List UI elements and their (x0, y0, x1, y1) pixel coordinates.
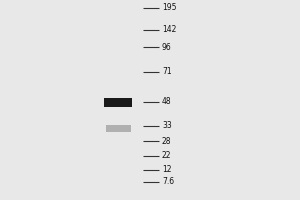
Text: 71: 71 (162, 68, 172, 76)
Text: 33: 33 (162, 121, 172, 130)
Text: 195: 195 (162, 3, 176, 12)
Text: 22: 22 (162, 152, 172, 160)
Text: 28: 28 (162, 136, 172, 146)
Text: 96: 96 (162, 43, 172, 51)
Text: 48: 48 (162, 98, 172, 106)
Text: 12: 12 (162, 166, 172, 174)
Bar (106, 124, 130, 132)
Text: 142: 142 (162, 25, 176, 34)
Bar (104, 98, 132, 106)
Text: 7.6: 7.6 (162, 178, 174, 186)
